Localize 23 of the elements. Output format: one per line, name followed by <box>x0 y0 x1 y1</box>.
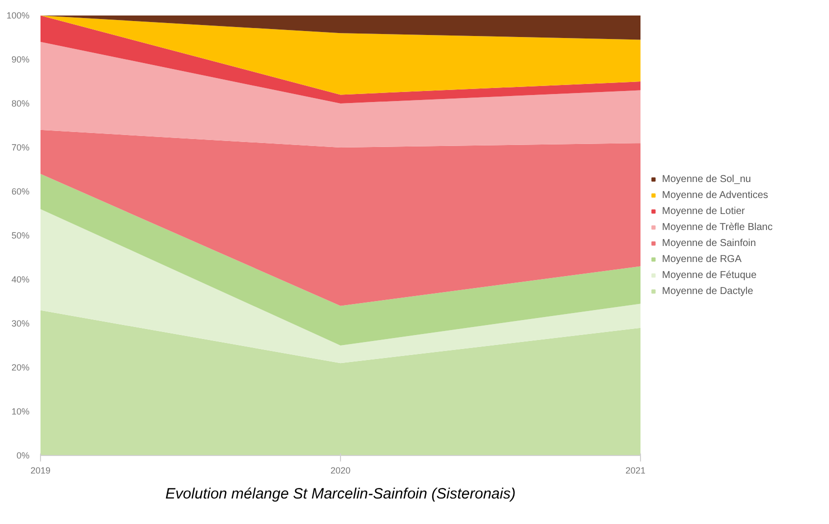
y-tick-label: 70% <box>11 142 30 152</box>
legend-label: Moyenne de Trèfle Blanc <box>662 221 773 233</box>
legend-label: Moyenne de Dactyle <box>662 285 754 297</box>
x-tick-label: 2020 <box>330 466 351 476</box>
legend-label: Moyenne de Fétuque <box>662 269 757 281</box>
legend-label: Moyenne de Sainfoin <box>662 237 756 249</box>
legend-label: Moyenne de Lotier <box>662 205 745 217</box>
x-tick-label: 2019 <box>30 466 51 476</box>
y-tick-label: 60% <box>11 186 30 196</box>
legend-label: Moyenne de Adventices <box>662 189 768 201</box>
y-tick-label: 20% <box>11 362 30 372</box>
y-tick-label: 90% <box>11 54 30 64</box>
y-tick-label: 10% <box>11 406 30 416</box>
text: Evolution mélange St Marcelin-Sainfoin (Sisteronais) <box>165 486 516 502</box>
y-tick-label: 40% <box>11 274 30 284</box>
y-tick-label: 0% <box>16 450 30 460</box>
y-tick-label: 50% <box>11 230 30 240</box>
y-tick-label: 80% <box>11 98 30 108</box>
x-tick-label: 2021 <box>625 466 646 476</box>
legend-label: Moyenne de Sol_nu <box>662 173 751 185</box>
y-tick-label: 100% <box>6 10 30 20</box>
y-tick-label: 30% <box>11 318 30 328</box>
legend-label: Moyenne de RGA <box>662 253 742 265</box>
